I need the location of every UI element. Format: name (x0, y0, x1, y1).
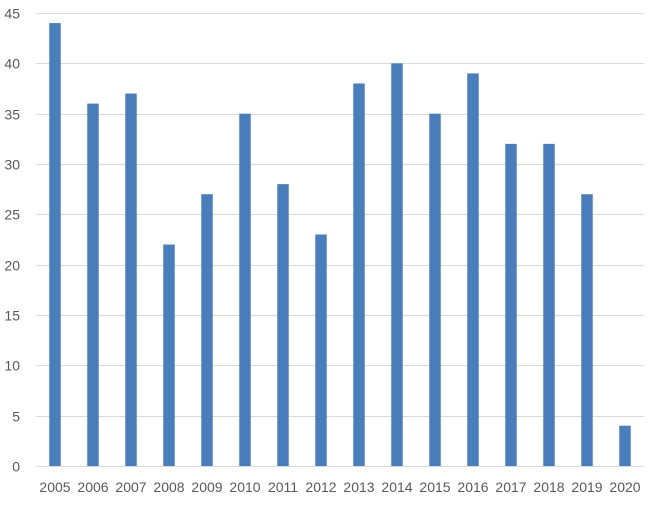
bar-2017 (505, 143, 517, 466)
bar-2012 (315, 234, 327, 466)
gridlines (36, 13, 644, 467)
bar-2006 (87, 103, 99, 466)
bar-2020 (619, 425, 631, 466)
x-tick-label: 2018 (533, 479, 564, 495)
x-tick-label: 2005 (39, 479, 70, 495)
x-tick-label: 2015 (419, 479, 450, 495)
y-tick-label: 20 (4, 258, 20, 274)
bar-2018 (543, 143, 555, 466)
x-axis-ticks: 2005 2006 2007 2008 2009 2010 2011 2012 2013 2014… (39, 479, 640, 495)
y-tick-label: 40 (4, 56, 20, 72)
x-tick-label: 2006 (77, 479, 108, 495)
y-tick-label: 30 (4, 157, 20, 173)
x-tick-label: 2007 (115, 479, 146, 495)
x-tick-label: 2013 (343, 479, 374, 495)
bar-2008 (163, 244, 175, 466)
y-tick-label: 15 (4, 308, 20, 324)
bar-2011 (277, 184, 289, 466)
x-tick-label: 2019 (571, 479, 602, 495)
bar-2019 (581, 194, 593, 466)
bar-2005 (49, 23, 61, 466)
y-tick-label: 25 (4, 207, 20, 223)
y-tick-label: 10 (4, 358, 20, 374)
x-tick-label: 2020 (609, 479, 640, 495)
y-tick-label: 45 (4, 6, 20, 22)
bar-2007 (125, 93, 137, 466)
x-tick-label: 2017 (495, 479, 526, 495)
bar-2010 (239, 113, 251, 467)
y-tick-label: 5 (12, 409, 20, 425)
y-tick-label: 35 (4, 107, 20, 123)
x-tick-label: 2014 (381, 479, 412, 495)
bar-2016 (467, 73, 479, 467)
x-tick-label: 2016 (457, 479, 488, 495)
x-tick-label: 2012 (305, 479, 336, 495)
bar-2013 (353, 83, 365, 466)
bar-2015 (429, 113, 441, 467)
bar-2014 (391, 63, 403, 466)
y-tick-label: 0 (12, 459, 20, 475)
x-tick-label: 2009 (191, 479, 222, 495)
x-tick-label: 2008 (153, 479, 184, 495)
bars (49, 23, 631, 467)
y-axis-ticks: 0 5 10 15 20 25 30 35 40 45 (4, 6, 20, 475)
x-tick-label: 2010 (229, 479, 260, 495)
x-tick-label: 2011 (268, 479, 298, 495)
bar-2009 (201, 194, 213, 466)
